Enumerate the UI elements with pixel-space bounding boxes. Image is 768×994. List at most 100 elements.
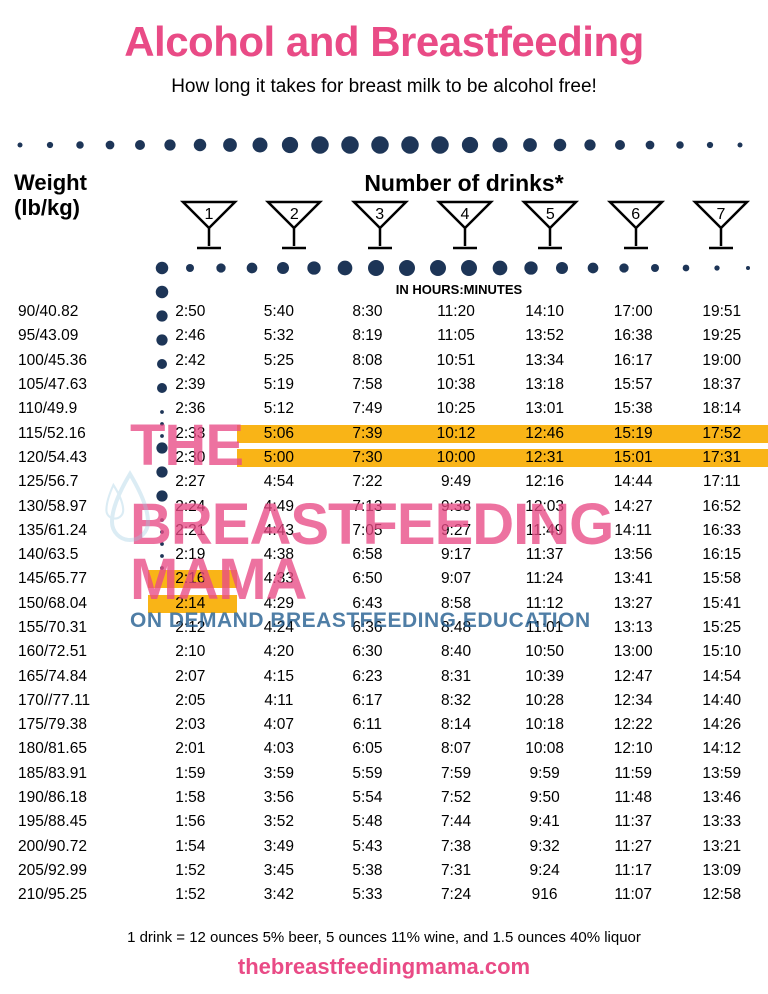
time-cell: 11:49 xyxy=(502,522,591,540)
time-cell: 5:43 xyxy=(325,838,414,856)
time-cell: 7:30 xyxy=(325,449,414,467)
weight-cell: 95/43.09 xyxy=(0,327,148,345)
time-cell: 11:59 xyxy=(591,765,680,783)
time-cell: 17:31 xyxy=(679,449,768,467)
time-cell: 12:58 xyxy=(679,886,768,904)
time-table: 90/40.822:505:408:3011:2014:1017:0019:51… xyxy=(0,300,768,907)
time-cell: 8:14 xyxy=(414,716,503,734)
time-cell: 11:05 xyxy=(414,327,503,345)
time-cell: 2:36 xyxy=(148,400,237,418)
time-cell: 5:25 xyxy=(237,352,326,370)
time-cell: 7:58 xyxy=(325,376,414,394)
drink-number: 2 xyxy=(290,206,299,224)
time-cell: 15:57 xyxy=(591,376,680,394)
time-cell: 7:39 xyxy=(325,425,414,443)
weight-column-header: Weight (lb/kg) xyxy=(0,170,160,221)
time-cell: 10:39 xyxy=(502,668,591,686)
time-cell: 5:19 xyxy=(237,376,326,394)
time-cell: 7:31 xyxy=(414,862,503,880)
time-cell: 16:17 xyxy=(591,352,680,370)
time-cell: 4:11 xyxy=(237,692,326,710)
drink-glass-2: 2 xyxy=(255,198,333,254)
time-cell: 13:34 xyxy=(502,352,591,370)
time-cell: 5:12 xyxy=(237,400,326,418)
weight-cell: 90/40.82 xyxy=(0,303,148,321)
time-cell: 14:27 xyxy=(591,498,680,516)
time-cell: 5:33 xyxy=(325,886,414,904)
time-cell: 10:00 xyxy=(414,449,503,467)
time-cell: 11:37 xyxy=(591,813,680,831)
time-cell: 1:59 xyxy=(148,765,237,783)
time-cell: 5:48 xyxy=(325,813,414,831)
time-cell: 14:26 xyxy=(679,716,768,734)
time-cell: 2:01 xyxy=(148,740,237,758)
table-row: 190/86.181:583:565:547:529:5011:4813:46 xyxy=(0,786,768,810)
time-cell: 10:08 xyxy=(502,740,591,758)
time-cell: 12:46 xyxy=(502,425,591,443)
weight-cell: 155/70.31 xyxy=(0,619,148,637)
time-cell: 7:52 xyxy=(414,789,503,807)
time-cell: 4:33 xyxy=(237,570,326,588)
time-cell: 9:27 xyxy=(414,522,503,540)
time-cell: 13:13 xyxy=(591,619,680,637)
weight-header-line1: Weight xyxy=(14,170,87,195)
time-cell: 6:43 xyxy=(325,595,414,613)
time-cell: 8:07 xyxy=(414,740,503,758)
time-cell: 13:21 xyxy=(679,838,768,856)
time-cell: 12:31 xyxy=(502,449,591,467)
time-cell: 17:11 xyxy=(679,473,768,491)
time-cell: 14:11 xyxy=(591,522,680,540)
time-cell: 1:52 xyxy=(148,886,237,904)
table-row: 115/52.162:335:067:3910:1212:4615:1917:5… xyxy=(0,421,768,445)
table-row: 165/74.842:074:156:238:3110:3912:4714:54 xyxy=(0,664,768,688)
time-cell: 7:38 xyxy=(414,838,503,856)
time-cell: 11:48 xyxy=(591,789,680,807)
time-cell: 15:25 xyxy=(679,619,768,637)
time-cell: 5:38 xyxy=(325,862,414,880)
weight-cell: 120/54.43 xyxy=(0,449,148,467)
time-cell: 9:32 xyxy=(502,838,591,856)
table-row: 180/81.652:014:036:058:0710:0812:1014:12 xyxy=(0,737,768,761)
weight-cell: 170//77.11 xyxy=(0,692,148,710)
time-cell: 15:01 xyxy=(591,449,680,467)
time-cell: 916 xyxy=(502,886,591,904)
time-cell: 12:10 xyxy=(591,740,680,758)
time-cell: 13:41 xyxy=(591,570,680,588)
time-cell: 19:00 xyxy=(679,352,768,370)
time-cell: 15:41 xyxy=(679,595,768,613)
time-cell: 11:07 xyxy=(591,886,680,904)
drink-glass-3: 3 xyxy=(341,198,419,254)
time-cell: 2:21 xyxy=(148,522,237,540)
time-cell: 5:32 xyxy=(237,327,326,345)
time-cell: 15:38 xyxy=(591,400,680,418)
time-cell: 3:56 xyxy=(237,789,326,807)
time-cell: 16:52 xyxy=(679,498,768,516)
time-cell: 5:54 xyxy=(325,789,414,807)
time-cell: 9:38 xyxy=(414,498,503,516)
table-row: 100/45.362:425:258:0810:5113:3416:1719:0… xyxy=(0,349,768,373)
time-cell: 17:52 xyxy=(679,425,768,443)
time-cell: 15:19 xyxy=(591,425,680,443)
time-cell: 1:54 xyxy=(148,838,237,856)
weight-cell: 160/72.51 xyxy=(0,643,148,661)
drink-number: 3 xyxy=(375,206,384,224)
time-cell: 5:40 xyxy=(237,303,326,321)
time-cell: 9:59 xyxy=(502,765,591,783)
time-cell: 2:16 xyxy=(148,570,237,588)
time-cell: 8:31 xyxy=(414,668,503,686)
time-cell: 8:40 xyxy=(414,643,503,661)
time-cell: 2:46 xyxy=(148,327,237,345)
source-url: thebreastfeedingmama.com xyxy=(0,954,768,980)
time-cell: 12:22 xyxy=(591,716,680,734)
footnote: 1 drink = 12 ounces 5% beer, 5 ounces 11… xyxy=(0,929,768,946)
table-row: 120/54.432:305:007:3010:0012:3115:0117:3… xyxy=(0,446,768,470)
table-row: 175/79.382:034:076:118:1410:1812:2214:26 xyxy=(0,713,768,737)
weight-cell: 190/86.18 xyxy=(0,789,148,807)
drink-number: 7 xyxy=(717,206,726,224)
time-cell: 1:58 xyxy=(148,789,237,807)
time-cell: 19:25 xyxy=(679,327,768,345)
time-cell: 3:52 xyxy=(237,813,326,831)
time-cell: 3:45 xyxy=(237,862,326,880)
time-cell: 6:23 xyxy=(325,668,414,686)
time-cell: 4:49 xyxy=(237,498,326,516)
